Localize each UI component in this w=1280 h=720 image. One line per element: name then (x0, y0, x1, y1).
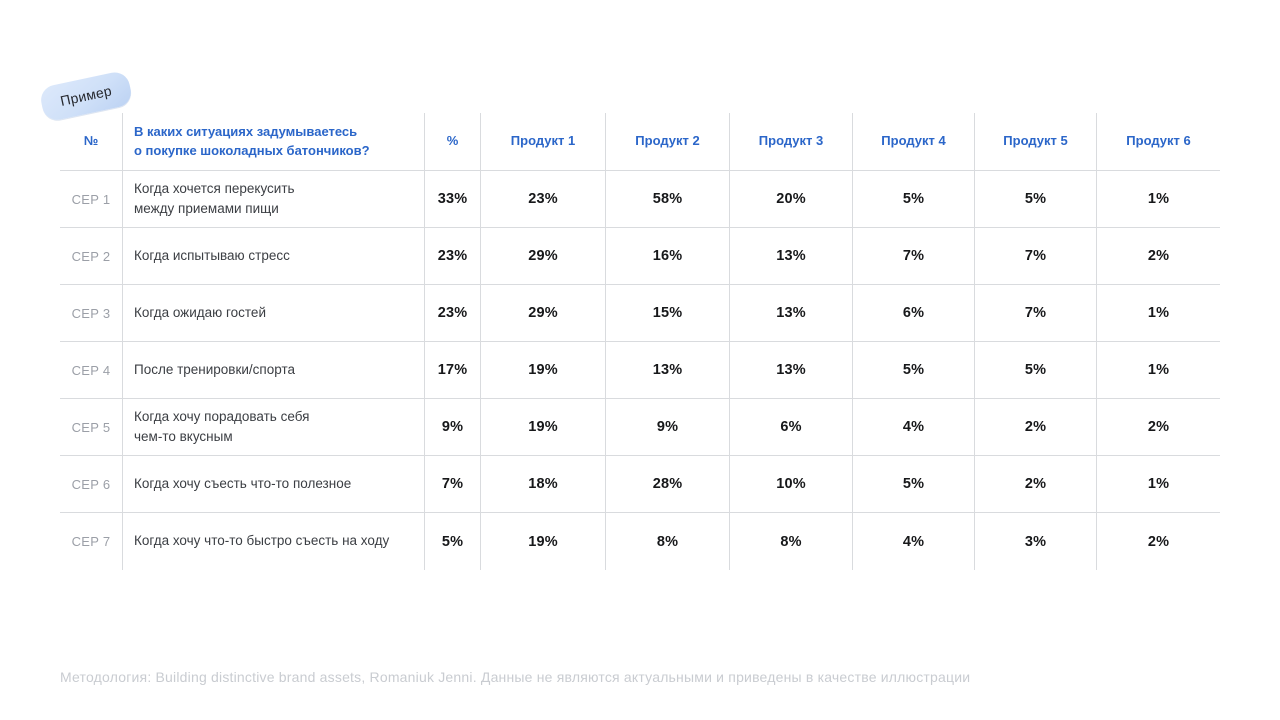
col-header-product-6: Продукт 6 (1097, 113, 1220, 171)
row-total-percent: 23% (425, 228, 481, 285)
row-product-3-value: 20% (730, 171, 853, 228)
row-product-4-value: 4% (853, 513, 975, 570)
row-situation: Когда хочу порадовать себя чем-то вкусны… (123, 399, 425, 456)
row-cep-label: CEP 1 (60, 171, 123, 228)
row-total-percent: 23% (425, 285, 481, 342)
row-total-percent: 9% (425, 399, 481, 456)
row-total-percent: 33% (425, 171, 481, 228)
row-product-5-value: 7% (975, 285, 1097, 342)
row-situation: После тренировки/спорта (123, 342, 425, 399)
row-product-4-value: 4% (853, 399, 975, 456)
row-product-3-value: 10% (730, 456, 853, 513)
row-cep-label: CEP 7 (60, 513, 123, 570)
row-product-3-value: 13% (730, 228, 853, 285)
row-total-percent: 7% (425, 456, 481, 513)
row-product-3-value: 13% (730, 342, 853, 399)
row-product-1-value: 29% (481, 228, 606, 285)
row-product-1-value: 18% (481, 456, 606, 513)
row-product-4-value: 5% (853, 456, 975, 513)
row-product-5-value: 5% (975, 342, 1097, 399)
col-header-product-4: Продукт 4 (853, 113, 975, 171)
row-product-6-value: 2% (1097, 228, 1220, 285)
row-total-percent: 17% (425, 342, 481, 399)
row-product-2-value: 28% (606, 456, 730, 513)
row-product-3-value: 13% (730, 285, 853, 342)
row-product-1-value: 19% (481, 342, 606, 399)
row-product-2-value: 13% (606, 342, 730, 399)
row-product-4-value: 5% (853, 171, 975, 228)
row-product-4-value: 5% (853, 342, 975, 399)
row-situation: Когда хочется перекусить между приемами … (123, 171, 425, 228)
row-total-percent: 5% (425, 513, 481, 570)
col-header-question: В каких ситуациях задумываетесь о покупк… (123, 113, 425, 171)
row-product-6-value: 2% (1147, 533, 1170, 550)
row-product-2-value: 9% (606, 399, 730, 456)
col-header-number: № (60, 113, 123, 171)
row-product-1-value: 19% (481, 399, 606, 456)
row-product-5-value: 2% (975, 399, 1097, 456)
row-product-3-value: 8% (730, 513, 853, 570)
row-product-5-value: 5% (975, 171, 1097, 228)
row-cep-label: CEP 2 (60, 228, 123, 285)
row-situation: Когда ожидаю гостей (123, 285, 425, 342)
methodology-footnote: Методология: Building distinctive brand … (60, 669, 971, 685)
row-situation: Когда хочу съесть что-то полезное (123, 456, 425, 513)
row-situation: Когда хочу что-то быстро съесть на ходу (123, 513, 425, 570)
row-product-1-value: 23% (481, 171, 606, 228)
row-product-5-value: 2% (975, 456, 1097, 513)
row-product-2-value: 58% (606, 171, 730, 228)
row-product-2-value: 15% (606, 285, 730, 342)
col-header-product-1: Продукт 1 (481, 113, 606, 171)
col-header-percent: % (425, 113, 481, 171)
row-cep-label: CEP 4 (60, 342, 123, 399)
row-product-2-value: 8% (606, 513, 730, 570)
row-cep-label: CEP 3 (60, 285, 123, 342)
row-cep-label: CEP 6 (60, 456, 123, 513)
row-product-3-value: 6% (730, 399, 853, 456)
row-situation: Когда испытываю стресс (123, 228, 425, 285)
col-header-product-2: Продукт 2 (606, 113, 730, 171)
row-product-6-value: 1% (1097, 285, 1220, 342)
row-cep-label: CEP 5 (60, 399, 123, 456)
row-product-6-value: 1% (1097, 171, 1220, 228)
row-product-6-value: 1% (1097, 456, 1220, 513)
row-product-5-value: 7% (975, 228, 1097, 285)
col-header-product-3: Продукт 3 (730, 113, 853, 171)
cep-data-table: № В каких ситуациях задумываетесь о поку… (60, 113, 1220, 570)
row-product-5-value: 3% (975, 513, 1097, 570)
row-product-4-value: 6% (853, 285, 975, 342)
row-product-4-value: 7% (853, 228, 975, 285)
row-product-6-value: 2% (1097, 399, 1220, 456)
row-product-1-value: 29% (481, 285, 606, 342)
col-header-product-5: Продукт 5 (975, 113, 1097, 171)
row-product-6-value: 1% (1097, 342, 1220, 399)
row-product-2-value: 16% (606, 228, 730, 285)
row-product-1-value: 19% (481, 513, 606, 570)
